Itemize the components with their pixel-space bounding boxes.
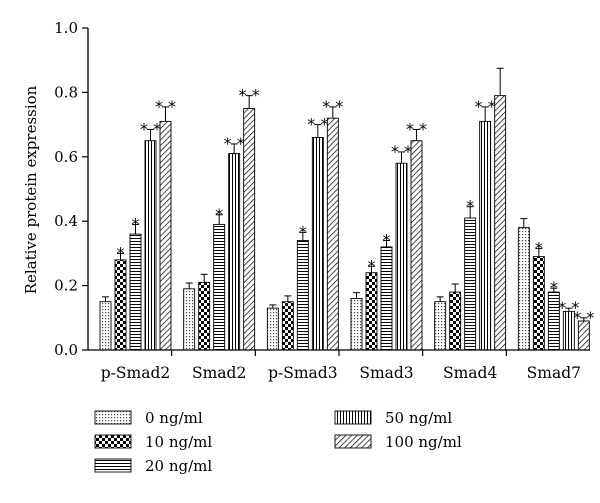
y-tick-label: 0.8: [54, 83, 78, 101]
y-tick-label: 0.6: [54, 148, 78, 166]
bar: [479, 120, 492, 351]
significance-marker: *: [117, 243, 125, 262]
legend-swatch: [334, 410, 372, 425]
bar: [350, 298, 363, 351]
bar: [532, 256, 545, 351]
y-tick-label: 0.4: [54, 212, 78, 230]
bar: [410, 140, 423, 351]
significance-marker: * *: [406, 119, 427, 138]
legend-label: 20 ng/ml: [145, 457, 212, 475]
legend-label: 100 ng/ml: [385, 433, 462, 451]
y-axis-title: Relative protein expression: [22, 85, 40, 294]
x-category-label: Smad7: [527, 364, 581, 382]
y-tick-label: 0.2: [54, 277, 78, 295]
legend-label: 50 ng/ml: [385, 409, 452, 427]
bar: [517, 227, 530, 351]
bar: [326, 117, 339, 351]
y-tick-label: 0.0: [54, 341, 78, 359]
bar: [183, 288, 196, 351]
significance-marker: * *: [140, 119, 161, 138]
significance-marker: *: [132, 214, 140, 233]
bar: [228, 153, 241, 351]
significance-marker: *: [299, 222, 307, 241]
significance-marker: * *: [239, 86, 260, 105]
x-category-label: Smad3: [359, 364, 413, 382]
legend-label: 10 ng/ml: [145, 433, 212, 451]
significance-marker: *: [383, 231, 391, 250]
bar: [434, 301, 447, 351]
bar: [449, 291, 462, 351]
bar: [266, 307, 279, 351]
significance-marker: * *: [475, 97, 496, 116]
legend-swatch: [334, 434, 372, 449]
bar: [296, 240, 309, 351]
significance-marker: *: [535, 239, 543, 258]
legend-swatch: [94, 434, 132, 449]
significance-marker: *: [550, 278, 558, 297]
bar: [213, 223, 226, 351]
significance-marker: * *: [558, 298, 579, 317]
legend-swatch: [94, 458, 132, 473]
significance-marker: * *: [307, 115, 328, 134]
bars: *** ** *** ** *** ** **** ** *** **** **…: [99, 67, 594, 351]
bar: [365, 272, 378, 351]
significance-marker: * *: [391, 142, 412, 161]
x-category-label: p-Smad3: [268, 364, 338, 382]
legend: 0 ng/ml 10 ng/ml 20 ng/ml 50 ng/ml 100 ng/ml: [94, 409, 462, 475]
x-category-label: Smad2: [192, 364, 246, 382]
y-tick-label: 1.0: [54, 19, 78, 37]
y-axis: 0.0 0.2 0.4 0.6 0.8 1.0: [54, 19, 89, 359]
bar: [311, 137, 324, 351]
x-axis: p-Smad2 Smad2 p-Smad3 Smad3 Smad4 Smad7: [88, 349, 590, 382]
significance-marker: *: [215, 205, 223, 224]
bar: [198, 281, 211, 351]
bar: [281, 301, 294, 351]
legend-swatch: [94, 410, 132, 425]
significance-marker: * *: [155, 97, 176, 116]
bar: [114, 259, 127, 351]
x-category-label: Smad4: [443, 364, 497, 382]
bar: [395, 162, 408, 351]
significance-marker: * *: [224, 134, 245, 153]
bar: [159, 120, 172, 351]
significance-marker: *: [368, 256, 376, 275]
bar: [243, 108, 256, 351]
legend-label: 0 ng/ml: [145, 409, 203, 427]
bar: [464, 217, 477, 351]
significance-marker: *: [466, 197, 474, 216]
bar: [129, 233, 142, 351]
significance-marker: * *: [573, 308, 594, 327]
x-category-label: p-Smad2: [101, 364, 171, 382]
bar: [99, 301, 112, 351]
bar: [144, 140, 157, 351]
bar: [494, 95, 507, 351]
significance-marker: * *: [322, 97, 343, 116]
bar: [380, 246, 393, 351]
